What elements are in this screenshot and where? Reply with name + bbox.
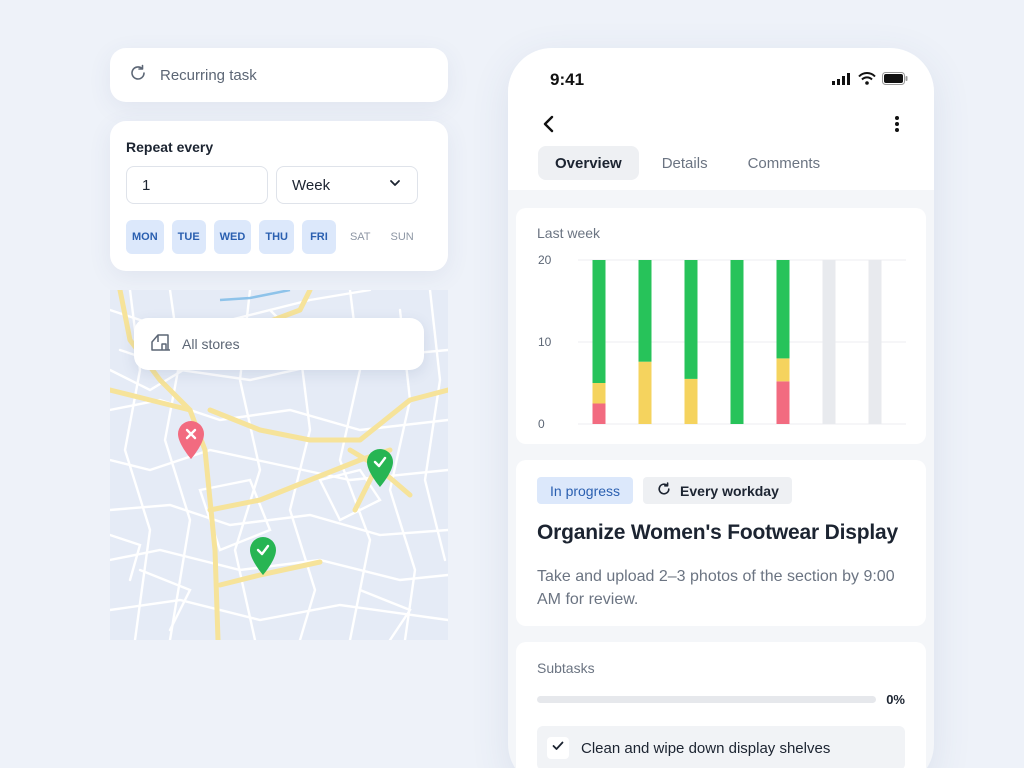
- task-description: Take and upload 2–3 photos of the sectio…: [537, 568, 895, 608]
- bar-empty-sun: [868, 260, 882, 424]
- chart-title: Last week: [537, 225, 601, 241]
- bar-segment-mon-1: [592, 383, 606, 404]
- check-icon: [551, 739, 565, 758]
- y-tick-label: 10: [538, 335, 552, 349]
- day-chip-sun[interactable]: SUN: [390, 231, 414, 243]
- recurrence-label: Every workday: [680, 482, 779, 499]
- refresh-icon: [128, 63, 148, 88]
- recurring-task-label: Recurring task: [160, 66, 257, 84]
- subtask-item[interactable]: Clean and wipe down display shelves: [537, 726, 905, 768]
- battery-icon: [882, 72, 908, 90]
- chevron-left-icon: [542, 115, 556, 138]
- repeat-title: Repeat every: [126, 139, 214, 155]
- refresh-icon: [656, 481, 672, 500]
- bar-segment-wed-1: [684, 378, 698, 424]
- bar-segment-mon-0: [592, 403, 606, 424]
- stores-map[interactable]: All stores: [110, 290, 448, 640]
- weekday-picker: MON TUE WED THU FRI SAT SUN: [126, 220, 432, 254]
- status-icons: [832, 72, 908, 90]
- tab-bar: Overview Details Comments: [538, 146, 837, 180]
- bar-segment-wed-2: [684, 260, 698, 379]
- map-search-label: All stores: [182, 336, 240, 352]
- task-title: Organize Women's Footwear Display: [537, 521, 898, 544]
- signal-icon: [832, 72, 852, 90]
- subtasks-card: Subtasks 0% Clean and wipe down display …: [516, 642, 926, 768]
- y-tick-label: 0: [538, 417, 545, 431]
- check-icon: [373, 456, 387, 468]
- status-label: In progress: [550, 482, 621, 499]
- day-chip-wed[interactable]: WED: [213, 220, 252, 254]
- subtasks-progress-label: 0%: [886, 692, 905, 707]
- back-button[interactable]: [542, 114, 556, 139]
- day-chip-sat[interactable]: SAT: [349, 231, 371, 243]
- bar-chart: 20 10 0: [538, 253, 906, 431]
- tab-comments[interactable]: Comments: [747, 154, 821, 172]
- subtask-checkbox[interactable]: [547, 737, 569, 759]
- chart-card: Last week 20 10 0: [516, 208, 926, 444]
- tab-details[interactable]: Details: [661, 154, 708, 172]
- subtasks-title: Subtasks: [537, 660, 595, 676]
- bar-segment-fri-1: [776, 358, 790, 382]
- phone-screen: 9:41 Overview Details Comments Last wee: [508, 48, 934, 768]
- repeat-interval-input[interactable]: 1: [126, 166, 268, 204]
- bar-segment-mon-2: [592, 260, 606, 383]
- subtask-label: Clean and wipe down display shelves: [581, 739, 831, 757]
- store-pin-error[interactable]: [176, 420, 206, 465]
- bar-segment-fri-0: [776, 381, 790, 424]
- day-chip-tue[interactable]: TUE: [171, 220, 206, 254]
- repeat-unit-value: Week: [292, 176, 331, 194]
- day-chip-fri[interactable]: FRI: [301, 220, 336, 254]
- status-time: 9:41: [550, 70, 585, 89]
- more-vertical-icon: [894, 116, 900, 138]
- store-pin-done[interactable]: [365, 448, 395, 493]
- bar-segment-fri-2: [776, 260, 790, 359]
- map-search-box[interactable]: All stores: [134, 318, 424, 370]
- store-pin-done[interactable]: [248, 536, 278, 581]
- repeat-unit-select[interactable]: Week: [276, 166, 418, 204]
- wifi-icon: [858, 72, 876, 90]
- bar-empty-sat: [822, 260, 836, 424]
- close-icon: [185, 428, 197, 440]
- bar-segment-tue-1: [638, 361, 652, 424]
- y-tick-label: 20: [538, 253, 552, 267]
- repeat-settings-card: Repeat every 1 Week MON TUE WED THU FRI SAT SU…: [110, 121, 448, 271]
- status-badge: In progress: [537, 477, 634, 504]
- check-icon: [256, 544, 270, 556]
- store-icon: [150, 332, 172, 357]
- day-chip-mon[interactable]: MON: [126, 220, 164, 254]
- recurring-task-toggle[interactable]: Recurring task: [110, 48, 448, 102]
- tab-overview[interactable]: Overview: [538, 146, 639, 180]
- recurrence-badge: Every workday: [643, 477, 792, 504]
- day-chip-thu[interactable]: THU: [259, 220, 294, 254]
- repeat-interval-value: 1: [142, 176, 151, 194]
- bar-segment-tue-2: [638, 260, 652, 362]
- bar-segment-thu-2: [730, 260, 744, 424]
- subtasks-progress-bar: [537, 696, 877, 703]
- task-card: In progress Every workday Organize Women…: [516, 460, 926, 626]
- phone-header: 9:41 Overview Details Comments: [508, 48, 934, 190]
- chevron-down-icon: [388, 176, 402, 194]
- more-button[interactable]: [894, 114, 900, 139]
